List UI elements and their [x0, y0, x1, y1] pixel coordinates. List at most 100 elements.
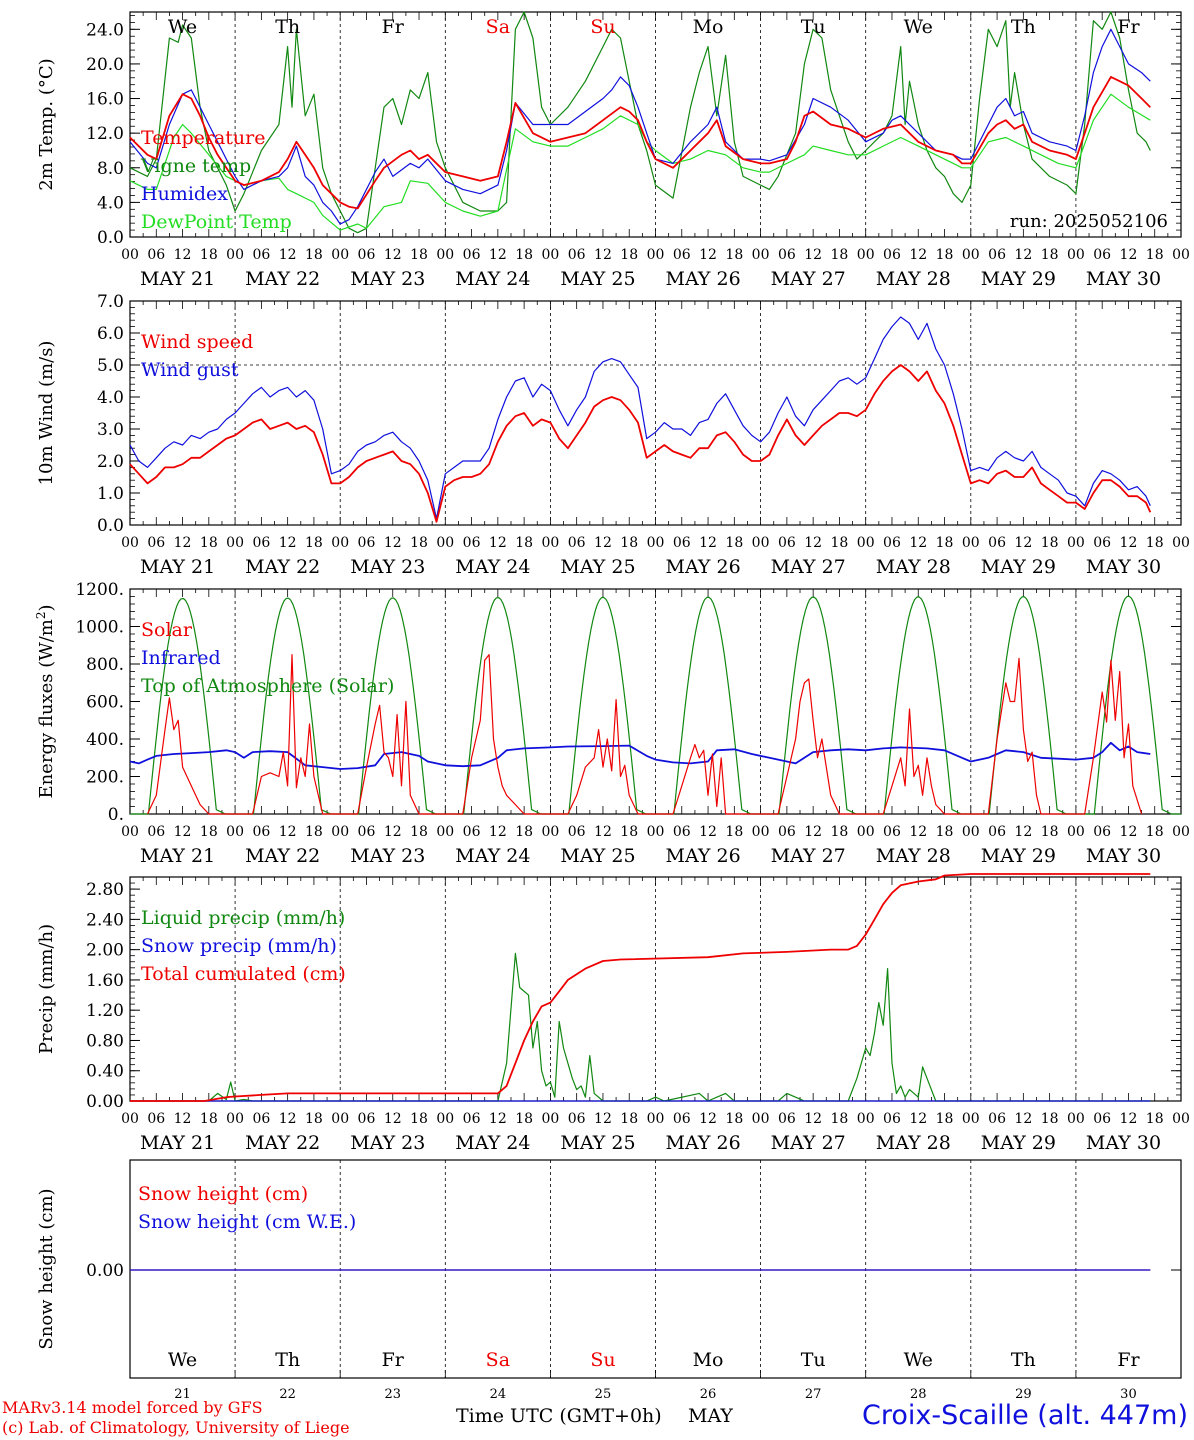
hour-tick-label: 12	[489, 535, 507, 551]
hour-tick-label: 06	[568, 535, 586, 551]
hour-tick-label: 06	[358, 247, 376, 263]
day-name-label: Mo	[693, 1349, 724, 1371]
hour-tick-label: 06	[778, 1111, 796, 1127]
legend-entry: Total cumulated (cm)	[141, 963, 346, 985]
hour-tick-label: 00	[541, 1111, 559, 1127]
hour-tick-label: 06	[988, 247, 1006, 263]
y-tick-label: 400.	[86, 730, 124, 750]
hour-tick-label: 12	[1014, 1111, 1032, 1127]
date-label: MAY 22	[245, 556, 320, 578]
date-label: MAY 23	[350, 1132, 425, 1154]
hour-tick-label: 00	[1172, 247, 1190, 263]
hour-tick-label: 18	[725, 1111, 743, 1127]
hour-tick-label: 18	[620, 824, 638, 840]
day-number-label: 29	[1015, 1387, 1032, 1402]
hour-tick-label: 06	[673, 1111, 691, 1127]
legend-entry: Solar	[141, 619, 193, 641]
y-tick-label: 5.0	[97, 356, 124, 376]
day-number-label: 25	[595, 1387, 612, 1402]
hour-tick-label: 06	[358, 1111, 376, 1127]
hour-tick-label: 12	[699, 535, 717, 551]
hour-tick-label: 06	[147, 535, 165, 551]
date-label: MAY 24	[455, 845, 530, 867]
hour-tick-label: 00	[541, 824, 559, 840]
legend-entry: Wind speed	[141, 331, 253, 353]
hour-tick-label: 12	[1014, 535, 1032, 551]
hour-tick-label: 12	[909, 535, 927, 551]
hour-tick-label: 06	[988, 1111, 1006, 1127]
y-tick-label: 4.0	[97, 193, 124, 213]
series-line-dewpoint-temp	[129, 93, 1151, 231]
legend-entry: Humidex	[141, 183, 228, 205]
hour-tick-label: 00	[226, 247, 244, 263]
date-label: MAY 28	[876, 268, 951, 290]
series-line-vigne-temp	[129, 11, 1151, 234]
hour-tick-label: 12	[174, 247, 192, 263]
hour-tick-label: 00	[1067, 247, 1085, 263]
hour-tick-label: 18	[831, 824, 849, 840]
hour-tick-label: 18	[305, 535, 323, 551]
hour-tick-label: 06	[252, 824, 270, 840]
y-tick-label: 0.00	[86, 1261, 124, 1281]
hour-tick-label: 12	[1014, 824, 1032, 840]
y-tick-label: 2.00	[86, 941, 124, 961]
series-line-wind-speed	[129, 364, 1152, 523]
hour-tick-label: 12	[174, 824, 192, 840]
y-tick-label: 4.0	[97, 388, 124, 408]
y-tick-label: 1.20	[86, 1001, 124, 1021]
hour-tick-label: 18	[936, 535, 954, 551]
hour-tick-label: 18	[725, 247, 743, 263]
series-line-infrared	[129, 741, 1151, 770]
hour-tick-label: 00	[962, 1111, 980, 1127]
hour-tick-label: 18	[1041, 824, 1059, 840]
hour-tick-label: 18	[831, 1111, 849, 1127]
y-tick-label: 16.0	[86, 90, 124, 110]
hour-tick-label: 12	[174, 535, 192, 551]
hour-tick-label: 18	[725, 824, 743, 840]
hour-tick-label: 00	[226, 535, 244, 551]
date-label: MAY 29	[981, 845, 1056, 867]
hour-tick-label: 18	[831, 247, 849, 263]
series-line-humidex	[129, 28, 1151, 225]
day-name-label: Mo	[693, 16, 724, 38]
hour-tick-label: 18	[410, 535, 428, 551]
hour-tick-label: 12	[489, 1111, 507, 1127]
hour-tick-label: 18	[200, 824, 218, 840]
hour-tick-label: 06	[463, 535, 481, 551]
hour-tick-label: 12	[384, 824, 402, 840]
legend-entry: Top of Atmosphere (Solar)	[141, 675, 394, 697]
hour-tick-label: 12	[699, 247, 717, 263]
hour-tick-label: 00	[331, 824, 349, 840]
hour-tick-label: 18	[1146, 535, 1164, 551]
hour-tick-label: 12	[1120, 824, 1138, 840]
date-label: MAY 24	[455, 1132, 530, 1154]
day-name-label: We	[168, 16, 197, 38]
y-tick-label: 0.80	[86, 1031, 124, 1051]
date-label: MAY 30	[1086, 556, 1161, 578]
hour-tick-label: 12	[174, 1111, 192, 1127]
hour-tick-label: 12	[909, 247, 927, 263]
date-label: MAY 29	[981, 1132, 1056, 1154]
day-name-label: Sa	[486, 1349, 510, 1371]
y-tick-label: 0.00	[86, 1092, 124, 1112]
hour-tick-label: 00	[1172, 535, 1190, 551]
hour-tick-label: 12	[1120, 1111, 1138, 1127]
date-label: MAY 26	[666, 1132, 741, 1154]
legend-entry: Infrared	[141, 647, 221, 669]
hour-tick-label: 18	[410, 1111, 428, 1127]
date-label: MAY 28	[876, 845, 951, 867]
hour-tick-label: 18	[1041, 535, 1059, 551]
date-label: MAY 26	[666, 845, 741, 867]
date-label: MAY 23	[350, 845, 425, 867]
hour-tick-label: 00	[121, 247, 139, 263]
hour-tick-label: 12	[1120, 535, 1138, 551]
hour-tick-label: 06	[568, 247, 586, 263]
hour-tick-label: 18	[515, 535, 533, 551]
hour-tick-label: 18	[200, 535, 218, 551]
day-number-label: 21	[174, 1387, 191, 1402]
y-axis-label: 10m Wind (m/s)	[36, 341, 57, 486]
date-label: MAY 27	[771, 1132, 846, 1154]
run-annotation: run: 2025052106	[1010, 211, 1168, 232]
panel-snow	[129, 1159, 1182, 1379]
hour-tick-label: 00	[962, 247, 980, 263]
